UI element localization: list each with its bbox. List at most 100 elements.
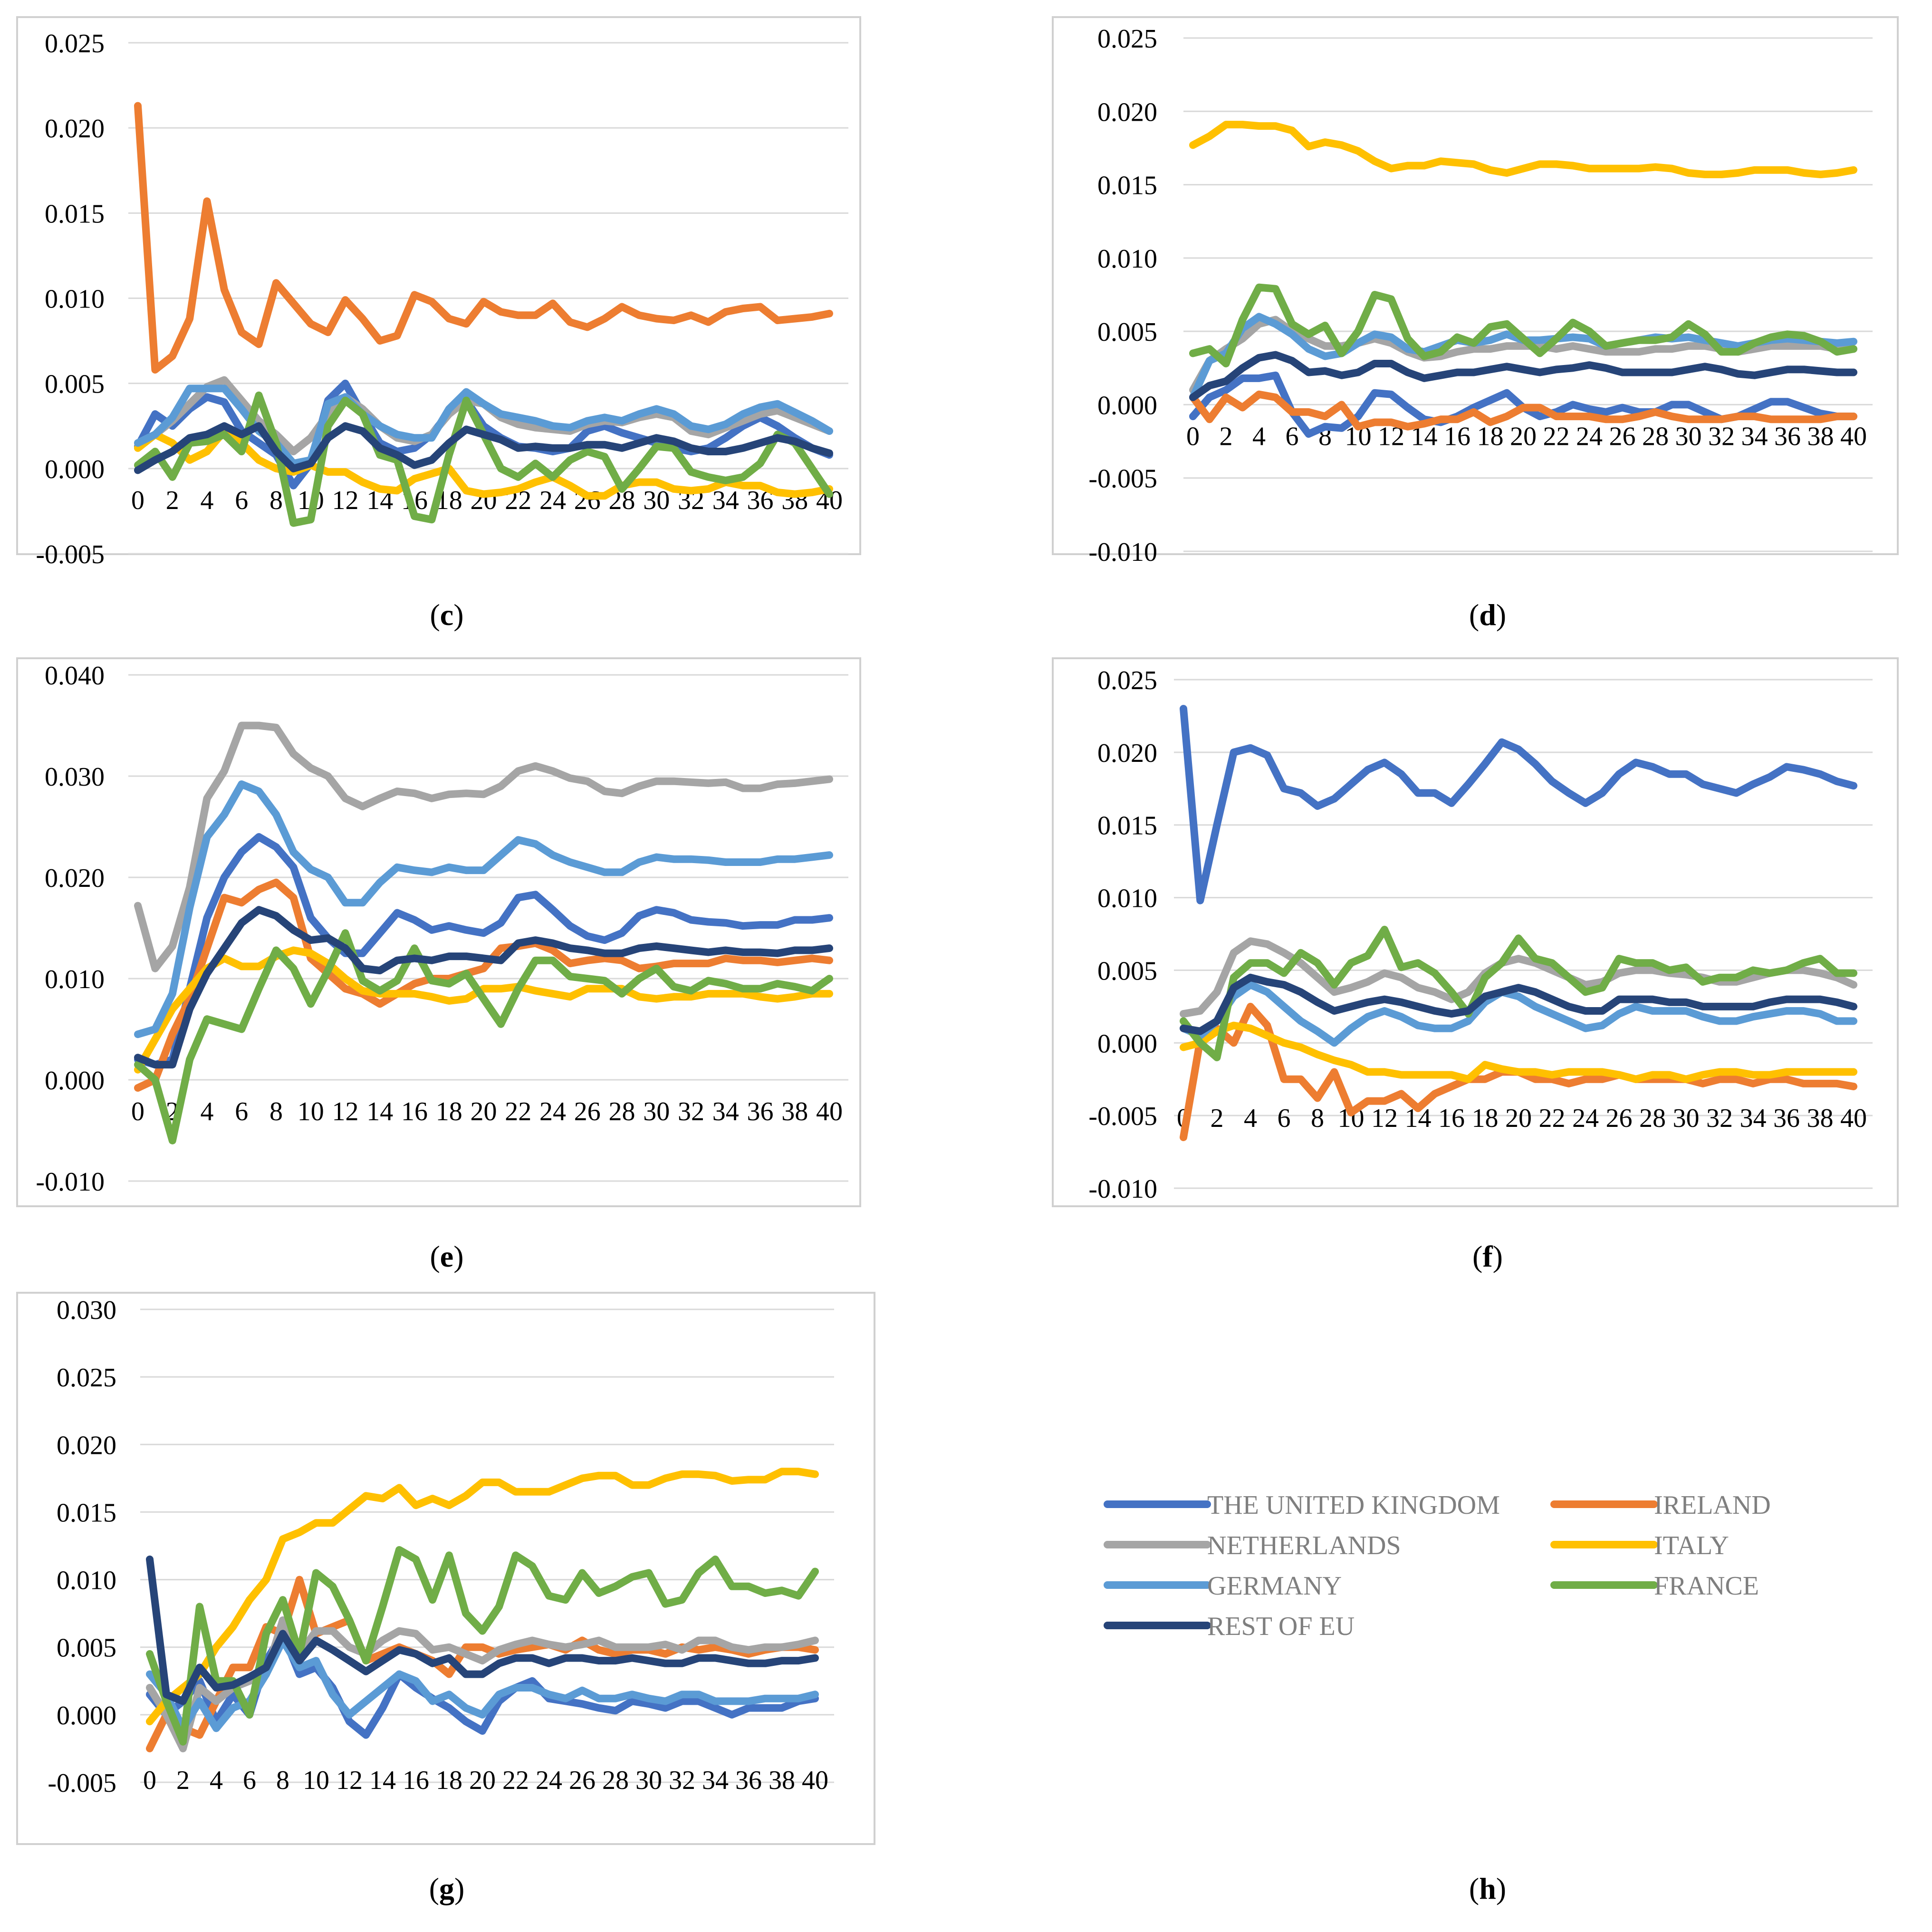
x-tick-label: 26: [574, 1097, 601, 1126]
series-line-france: [1189, 283, 1857, 367]
x-tick-label: 26: [569, 1766, 596, 1795]
legend-label: IRELAND: [1654, 1490, 1771, 1520]
caption-d: (d): [1469, 598, 1506, 632]
x-tick-label: 6: [235, 1097, 248, 1126]
x-tick-label: 4: [201, 486, 214, 515]
series-line-france: [146, 1546, 819, 1746]
y-tick-label: 0.005: [57, 1634, 116, 1663]
x-tick-label: 10: [303, 1766, 329, 1795]
legend-item-france: FRANCE: [1550, 1571, 1759, 1601]
x-tick-label: 12: [332, 486, 359, 515]
y-tick-label: -0.005: [36, 540, 105, 569]
series-line-the-united-kingdom: [134, 379, 833, 490]
y-tick-label: 0.020: [57, 1431, 116, 1460]
x-tick-label: 14: [369, 1766, 396, 1795]
x-tick-label: 40: [816, 1097, 843, 1126]
y-tick-label: 0.015: [1097, 811, 1157, 841]
y-tick-label: 0.025: [1097, 24, 1157, 54]
y-tick-label: 0.000: [45, 455, 105, 484]
y-tick-label: 0.025: [1097, 666, 1157, 695]
series-line-italy: [134, 946, 833, 1074]
x-tick-label: 28: [602, 1766, 629, 1795]
x-tick-label: 12: [332, 1097, 359, 1126]
series-line-ireland: [1189, 390, 1857, 431]
caption-e: (e): [430, 1240, 463, 1273]
y-tick-label: -0.005: [1088, 464, 1157, 494]
legend: THE UNITED KINGDOM IRELAND NETHERLANDS ITAL…: [1104, 1490, 1771, 1641]
x-tick-label: 24: [536, 1766, 562, 1795]
y-tick-label: 0.020: [45, 114, 105, 144]
y-tick-label: -0.010: [1088, 538, 1157, 567]
legend-item-rest-of-eu: REST OF EU: [1104, 1612, 1355, 1641]
y-tick-label: 0.010: [45, 285, 105, 314]
series-line-italy: [1189, 121, 1857, 178]
x-tick-label: 6: [1286, 422, 1299, 451]
series-line-germany: [146, 1636, 819, 1732]
y-tick-label: 0.005: [1097, 317, 1157, 347]
y-tick-label: 0.000: [1097, 1029, 1157, 1058]
y-tick-label: 0.000: [57, 1701, 116, 1730]
chart-panel-e: 0.040 0.030 0.020 0.010 0.000 -0.010 0 2 4 6 8 10 12…: [16, 657, 861, 1207]
x-tick-label: 34: [702, 1766, 729, 1795]
x-tick-label: 18: [436, 1766, 462, 1795]
x-tick-label: 22: [502, 1766, 529, 1795]
x-tick-label: 36: [1773, 1104, 1800, 1133]
x-tick-label: 40: [802, 1766, 828, 1795]
x-tick-label: 18: [436, 1097, 462, 1126]
x-tick-label: 12: [336, 1766, 363, 1795]
x-tick-label: 32: [1708, 422, 1735, 451]
y-tick-label: 0.000: [45, 1066, 105, 1096]
legend-item-ireland: IRELAND: [1550, 1490, 1771, 1520]
y-tick-label: 0.025: [57, 1363, 116, 1393]
series-line-rest-of-eu: [146, 1555, 819, 1705]
x-tick-label: 18: [1472, 1104, 1499, 1133]
x-tick-label: 28: [1642, 422, 1669, 451]
x-tick-label: 24: [539, 1097, 566, 1126]
legend-item-the-united-kingdom: THE UNITED KINGDOM: [1104, 1490, 1500, 1520]
x-tick-label: 24: [539, 486, 566, 515]
x-tick-label: 34: [712, 486, 739, 515]
x-tick-label: 12: [1371, 1104, 1398, 1133]
chart-frame: [16, 16, 861, 555]
x-tick-label: 30: [635, 1766, 662, 1795]
series-line-germany: [134, 780, 833, 1038]
series-line-the-united-kingdom: [134, 833, 833, 1069]
series-line-netherlands: [134, 721, 833, 972]
series-line-the-united-kingdom: [1180, 705, 1857, 904]
y-tick-label: 0.000: [1097, 391, 1157, 420]
y-tick-label: -0.010: [1088, 1174, 1157, 1204]
series-line-ireland: [146, 1576, 819, 1752]
x-tick-label: 4: [201, 1097, 214, 1126]
x-tick-label: 32: [678, 1097, 704, 1126]
x-tick-label: 6: [1278, 1104, 1291, 1133]
x-tick-label: 18: [1477, 422, 1504, 451]
x-tick-label: 2: [1211, 1104, 1224, 1133]
x-tick-label: 8: [1311, 1104, 1324, 1133]
x-tick-label: 24: [1576, 422, 1603, 451]
y-tick-label: 0.030: [45, 762, 105, 792]
x-tick-label: 26: [1606, 1104, 1633, 1133]
x-tick-label: 28: [1639, 1104, 1666, 1133]
y-tick-label: -0.005: [48, 1769, 116, 1798]
series-line-italy: [134, 427, 833, 500]
series-line-italy: [146, 1468, 819, 1726]
x-tick-label: 2: [176, 1766, 190, 1795]
x-tick-label: 6: [243, 1766, 256, 1795]
x-tick-label: 16: [1438, 1104, 1465, 1133]
x-tick-label: 34: [712, 1097, 739, 1126]
x-tick-label: 28: [609, 1097, 635, 1126]
caption-h: (h): [1469, 1872, 1506, 1905]
x-tick-label: 22: [1543, 422, 1570, 451]
x-tick-label: 40: [1840, 1104, 1867, 1133]
x-tick-label: 4: [1244, 1104, 1257, 1133]
y-tick-label: -0.010: [36, 1167, 105, 1197]
x-tick-label: 36: [747, 1097, 774, 1126]
x-tick-label: 24: [1572, 1104, 1599, 1133]
legend-item-netherlands: NETHERLANDS: [1104, 1531, 1401, 1560]
y-tick-label: 0.015: [45, 199, 105, 229]
y-tick-label: 0.015: [57, 1498, 116, 1528]
y-tick-label: 0.020: [1097, 97, 1157, 127]
x-tick-label: 20: [471, 1097, 497, 1126]
